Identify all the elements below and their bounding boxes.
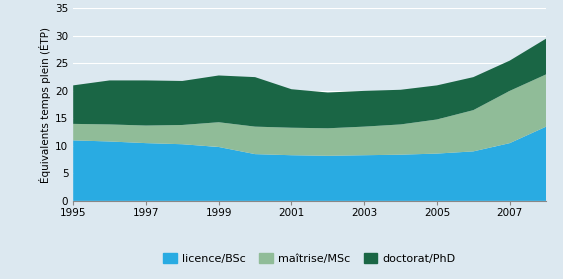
Y-axis label: Équivalents temps plein (ÉTP): Équivalents temps plein (ÉTP)	[39, 27, 51, 183]
Legend: licence/BSc, maîtrise/MSc, doctorat/PhD: licence/BSc, maîtrise/MSc, doctorat/PhD	[159, 249, 461, 268]
